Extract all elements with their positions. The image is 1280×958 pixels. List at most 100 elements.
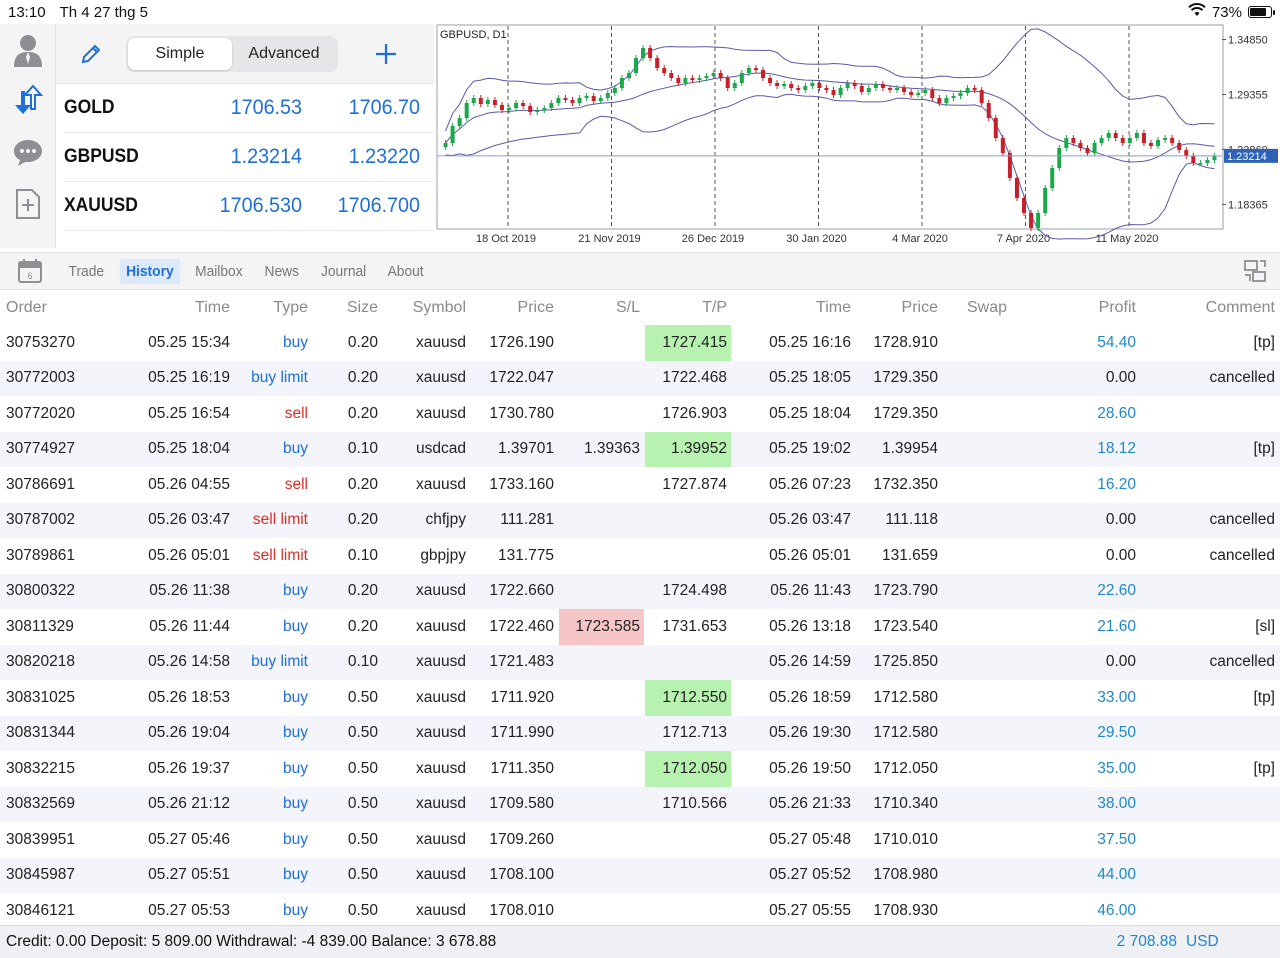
header-profit[interactable]: Profit [1098, 299, 1136, 316]
header-type[interactable]: Type [273, 299, 308, 316]
row-symbol: xauusd [416, 582, 466, 600]
table-row[interactable]: 30800322 05.26 11:38 buy 0.20 xauusd 1722.660… [0, 573, 1280, 609]
row-close-price: 1729.350 [873, 369, 938, 387]
tab-history[interactable]: History [119, 258, 180, 284]
quote-row[interactable]: XAUUSD 1706.530 1706.700 [64, 182, 434, 231]
pencil-icon [81, 44, 101, 63]
table-row[interactable]: 30774927 05.25 18:04 buy 0.10 usdcad 1.39701 1… [0, 431, 1280, 467]
table-row[interactable]: 30772003 05.25 16:19 buy limit 0.20 xauusd 17… [0, 360, 1280, 396]
candle-body [1000, 138, 1005, 153]
candle-body [577, 98, 582, 103]
chart-svg[interactable]: 18 Oct 2019 21 Nov 2019 26 Dec 2019 30 Jan … [436, 24, 1280, 248]
svg-text:6: 6 [27, 271, 32, 281]
row-open-price: 131.775 [497, 546, 554, 564]
candle-body [549, 103, 554, 108]
tab-mailbox[interactable]: Mailbox [195, 262, 243, 280]
tab-news[interactable]: News [264, 262, 300, 280]
row-symbol: xauusd [416, 404, 466, 422]
trade-arrows-icon[interactable] [10, 82, 46, 118]
row-close-time: 05.26 14:59 [769, 653, 851, 671]
table-row[interactable]: 30820218 05.26 14:58 buy limit 0.10 xauusd 17… [0, 644, 1280, 680]
candle-body [1099, 138, 1104, 143]
row-symbol: xauusd [416, 795, 466, 813]
candle-body [1092, 143, 1097, 153]
row-size: 0.20 [347, 475, 378, 493]
account-icon[interactable] [10, 32, 46, 68]
table-row[interactable]: 30832569 05.26 21:12 buy 0.50 xauusd 1709.580… [0, 786, 1280, 822]
table-row[interactable]: 30789861 05.26 05:01 sell limit 0.10 gbpjpy 1… [0, 538, 1280, 574]
candle-body [464, 103, 469, 118]
candle-body [760, 70, 765, 78]
row-open-time: 05.26 11:38 [149, 582, 230, 600]
header-swap[interactable]: Swap [967, 299, 1008, 316]
row-symbol: xauusd [416, 369, 466, 387]
row-profit: 37.50 [1097, 830, 1136, 848]
quote-row[interactable]: GBPUSD 1.23214 1.23220 [64, 133, 434, 182]
header-time[interactable]: Time [195, 299, 230, 316]
header-price[interactable]: Price [517, 299, 554, 316]
header-size[interactable]: Size [346, 299, 378, 316]
calendar-icon[interactable]: 6 [0, 252, 60, 290]
tab-journal[interactable]: Journal [320, 262, 366, 280]
row-open-price: 1708.010 [489, 901, 554, 919]
header-close-time[interactable]: Time [816, 299, 851, 316]
table-row[interactable]: 30845987 05.27 05:51 buy 0.50 xauusd 1708.100… [0, 857, 1280, 893]
row-type: sell limit [252, 546, 308, 564]
candle-body [485, 100, 490, 104]
advanced-mode-button[interactable]: Advanced [248, 44, 320, 62]
table-row[interactable]: 30772020 05.25 16:54 sell 0.20 xauusd 1730.78… [0, 396, 1280, 432]
row-open-price: 1722.660 [489, 582, 554, 600]
table-row[interactable]: 30832215 05.26 19:37 buy 0.50 xauusd 1711.350… [0, 751, 1280, 787]
report-icon[interactable] [1240, 256, 1270, 286]
candle-body [1057, 148, 1062, 168]
chat-icon[interactable] [10, 134, 46, 170]
table-row[interactable]: 30846121 05.27 05:53 buy 0.50 xauusd 1708.010… [0, 893, 1280, 929]
header-symbol[interactable]: Symbol [412, 299, 466, 316]
candle-body [450, 126, 455, 143]
candle-body [817, 83, 822, 88]
header-close-price[interactable]: Price [901, 299, 938, 316]
header-tp[interactable]: T/P [702, 299, 727, 316]
table-row[interactable]: 30786691 05.26 04:55 sell 0.20 xauusd 1733.16… [0, 467, 1280, 503]
row-order: 30787002 [6, 511, 75, 529]
row-close-time: 05.26 21:33 [769, 795, 851, 813]
row-symbol: xauusd [416, 866, 466, 884]
row-type: buy [283, 866, 308, 884]
row-size: 0.50 [347, 688, 378, 706]
candle-body [584, 96, 589, 98]
header-sl[interactable]: S/L [615, 299, 640, 316]
row-comment: cancelled [1209, 511, 1276, 529]
header-order[interactable]: Order [6, 299, 47, 316]
row-size: 0.50 [347, 795, 378, 813]
table-row[interactable]: 30839951 05.27 05:46 buy 0.50 xauusd 1709.260… [0, 822, 1280, 858]
status-bar: 13:10 Th 4 27 thg 5 73% [0, 0, 1280, 24]
candle-body [507, 108, 512, 110]
table-row[interactable]: 30831025 05.26 18:53 buy 0.50 xauusd 1711.920… [0, 680, 1280, 716]
quote-row[interactable]: GOLD 1706.53 1706.70 [64, 84, 434, 133]
tab-about[interactable]: About [387, 262, 424, 280]
add-symbol-button[interactable] [366, 34, 406, 74]
quotes-panel: Simple Advanced GOLD 1706.53 1706.70 GBP… [56, 24, 434, 248]
tab-trade[interactable]: Trade [68, 262, 105, 280]
row-open-time: 05.26 19:37 [148, 759, 230, 777]
price-chart[interactable]: 18 Oct 2019 21 Nov 2019 26 Dec 2019 30 Jan … [436, 24, 1280, 248]
row-tp: 1.39952 [645, 431, 731, 467]
edit-button[interactable] [56, 24, 126, 84]
candle-body [655, 58, 660, 68]
table-row[interactable]: 30831344 05.26 19:04 buy 0.50 xauusd 1711.990… [0, 715, 1280, 751]
row-close-time: 05.25 19:02 [769, 440, 851, 458]
row-order: 30831025 [6, 688, 75, 706]
candle-body [563, 98, 568, 100]
header-comment[interactable]: Comment [1205, 299, 1275, 316]
row-symbol: chfjpy [425, 511, 467, 529]
account-summary-bar: Credit: 0.00 Deposit: 5 809.00 Withdrawa… [0, 925, 1280, 958]
table-row[interactable]: 30753270 05.25 15:34 buy 0.20 xauusd 1726.190… [0, 325, 1280, 361]
row-comment: [tp] [1253, 333, 1275, 351]
candle-body [1163, 138, 1168, 140]
table-row[interactable]: 30811329 05.26 11:44 buy 0.20 xauusd 1722.460… [0, 609, 1280, 645]
table-row[interactable]: 30787002 05.26 03:47 sell limit 0.20 chfjpy 1… [0, 502, 1280, 538]
candle-body [570, 100, 575, 103]
simple-mode-button[interactable]: Simple [128, 37, 232, 70]
new-document-icon[interactable] [10, 186, 46, 222]
row-tp [645, 822, 731, 858]
